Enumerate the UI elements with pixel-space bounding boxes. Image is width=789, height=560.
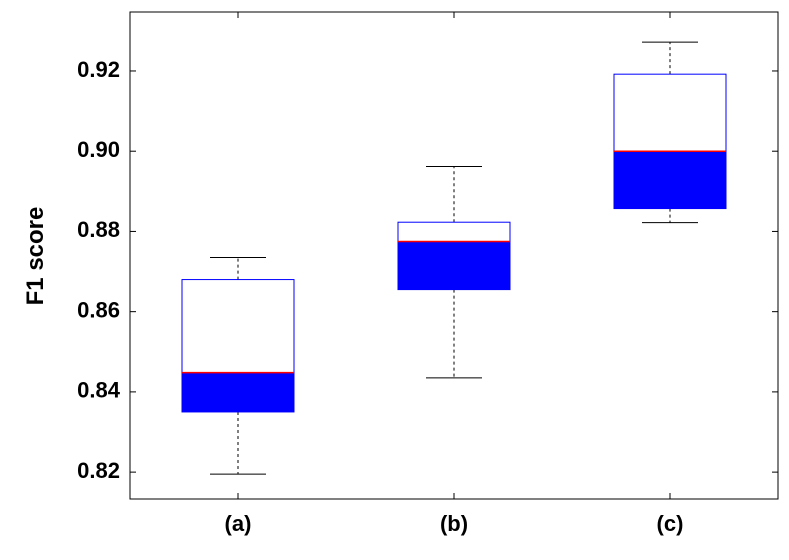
x-axis-ticks: (a) (b) (c) (225, 12, 684, 536)
box-lower-fill (398, 241, 510, 290)
y-tick-label: 0.92 (77, 57, 120, 82)
box-outline (397, 221, 511, 291)
x-tick-label: (a) (225, 511, 252, 536)
y-axis-label: F1 score (22, 207, 49, 306)
x-tick-label: (c) (657, 511, 684, 536)
y-axis-ticks: 0.82 0.84 0.86 0.88 0.90 0.92 (77, 57, 778, 483)
y-tick-label: 0.90 (77, 137, 120, 162)
box-1 (181, 257, 295, 475)
y-tick-label: 0.86 (77, 297, 120, 322)
y-tick-label: 0.88 (77, 217, 120, 242)
y-tick-label: 0.82 (77, 458, 120, 483)
y-tick-label: 0.84 (77, 378, 121, 403)
box-lower-fill (614, 151, 726, 209)
x-tick-label: (b) (440, 511, 468, 536)
box-outline (181, 279, 295, 413)
box-2 (397, 165, 511, 379)
boxes-group (181, 41, 727, 475)
box-outline (613, 73, 727, 210)
box-3 (613, 41, 727, 224)
box-lower-fill (182, 372, 294, 412)
